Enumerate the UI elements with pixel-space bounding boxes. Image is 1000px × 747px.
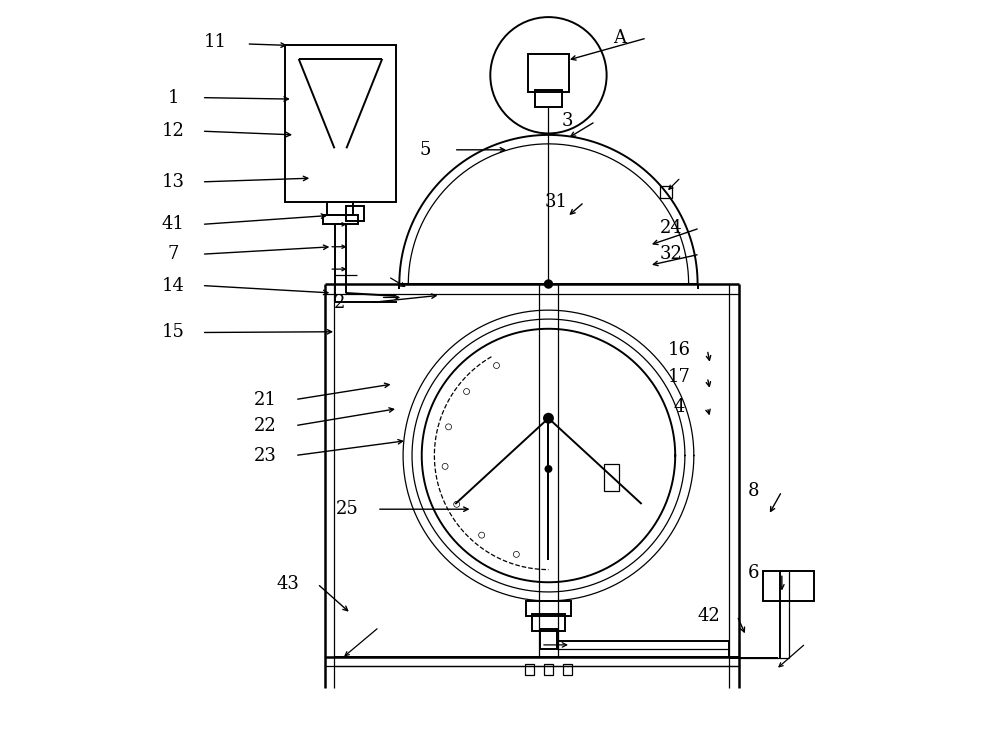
Bar — [604, 465, 619, 492]
Circle shape — [545, 280, 552, 288]
Text: 12: 12 — [162, 123, 185, 140]
Text: 31: 31 — [544, 193, 567, 211]
Text: 43: 43 — [276, 574, 299, 593]
Bar — [544, 663, 553, 675]
Bar — [660, 186, 672, 198]
Bar — [327, 202, 353, 215]
Text: 8: 8 — [748, 483, 759, 500]
Text: 5: 5 — [420, 141, 431, 159]
Text: 22: 22 — [254, 417, 277, 435]
Text: 21: 21 — [254, 391, 277, 409]
Text: 6: 6 — [748, 564, 759, 583]
Bar — [763, 571, 814, 601]
Text: 1: 1 — [168, 89, 179, 107]
Text: 2: 2 — [334, 294, 345, 311]
Bar — [532, 614, 565, 630]
Text: 16: 16 — [667, 341, 690, 359]
Bar — [323, 215, 358, 224]
Text: 3: 3 — [561, 113, 573, 131]
Bar — [563, 663, 572, 675]
Bar — [346, 205, 364, 220]
Bar — [540, 629, 557, 648]
Circle shape — [545, 466, 551, 472]
Text: 4: 4 — [673, 398, 685, 416]
Text: 17: 17 — [668, 368, 690, 386]
Text: 13: 13 — [162, 173, 185, 191]
Text: 42: 42 — [697, 607, 720, 624]
Text: 23: 23 — [254, 447, 277, 465]
Text: A: A — [613, 29, 626, 47]
Text: 25: 25 — [336, 500, 359, 518]
Bar — [525, 663, 534, 675]
Circle shape — [544, 414, 553, 423]
Text: 41: 41 — [162, 215, 185, 233]
Text: 7: 7 — [168, 245, 179, 263]
Text: 15: 15 — [162, 323, 185, 341]
Bar — [535, 90, 562, 107]
Bar — [528, 55, 569, 92]
Bar — [285, 46, 396, 202]
Text: 14: 14 — [162, 276, 185, 294]
Text: 32: 32 — [660, 245, 683, 263]
Bar — [526, 601, 571, 616]
Text: 24: 24 — [660, 219, 683, 237]
Text: 11: 11 — [204, 33, 227, 51]
